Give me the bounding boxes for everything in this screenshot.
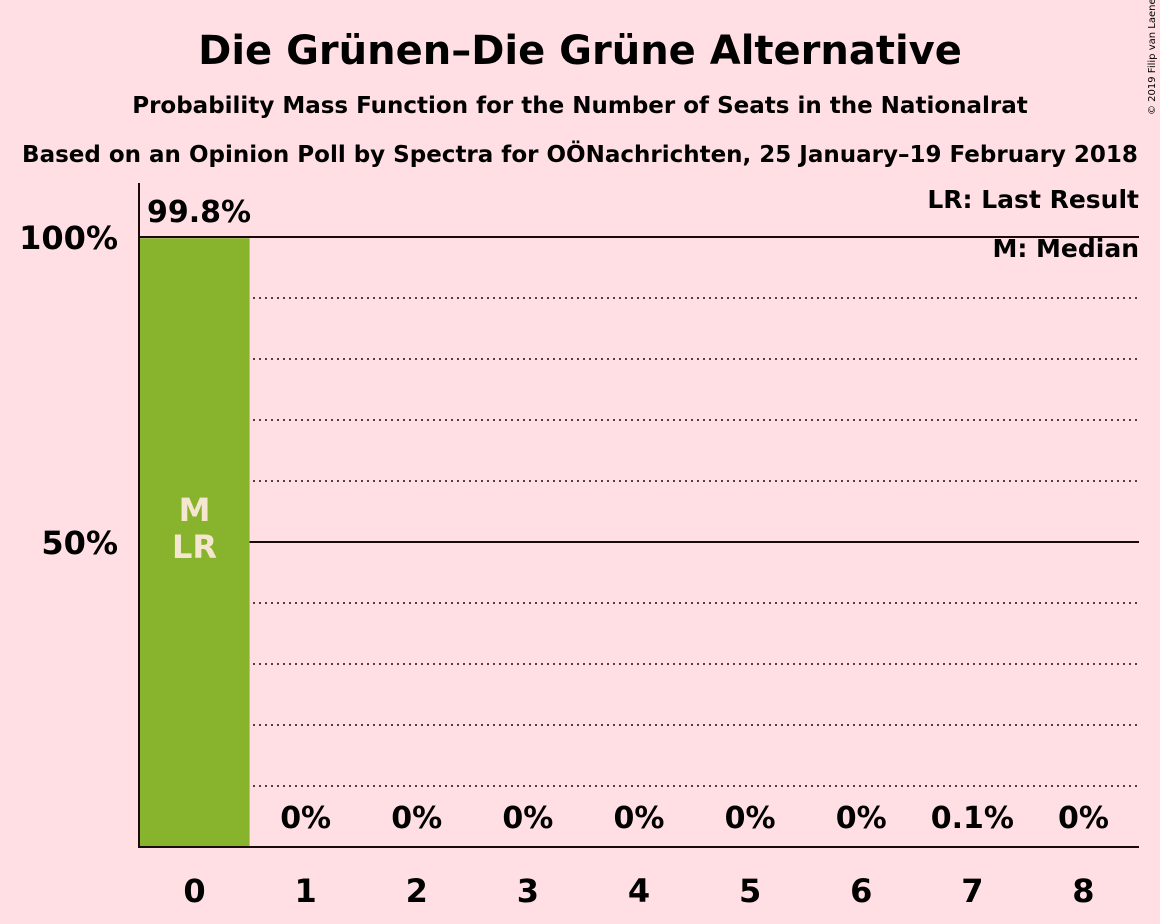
data-label-7: 0.1% xyxy=(931,801,1014,836)
bar-0 xyxy=(139,238,250,848)
gridlines xyxy=(139,236,1139,787)
x-tick-0: 0 xyxy=(183,872,205,910)
x-tick-3: 3 xyxy=(517,872,539,910)
data-label-6: 0% xyxy=(836,801,887,836)
x-tick-6: 6 xyxy=(850,872,872,910)
median-marker: M xyxy=(179,491,211,529)
chart-source: Based on an Opinion Poll by Spectra for … xyxy=(22,140,1138,168)
legend-median: M: Median xyxy=(992,234,1139,263)
data-label-3: 0% xyxy=(502,801,553,836)
data-label-5: 0% xyxy=(725,801,776,836)
x-tick-4: 4 xyxy=(628,872,650,910)
chart-title: Die Grünen–Die Grüne Alternative xyxy=(198,28,962,74)
x-tick-2: 2 xyxy=(406,872,428,910)
last-result-marker: LR xyxy=(172,528,217,566)
bars xyxy=(139,238,1028,848)
data-label-2: 0% xyxy=(391,801,442,836)
bar-markers: MLR xyxy=(172,491,217,566)
chart-subtitle: Probability Mass Function for the Number… xyxy=(132,93,1028,119)
copyright-note: © 2019 Filip van Laenen xyxy=(1147,0,1158,115)
data-label-0: 99.8% xyxy=(147,195,251,230)
data-label-8: 0% xyxy=(1058,801,1109,836)
x-tick-8: 8 xyxy=(1072,872,1094,910)
legend-last-result: LR: Last Result xyxy=(927,185,1139,214)
y-tick-50: 50% xyxy=(41,524,118,562)
y-axis-ticks: 50% 100% xyxy=(19,219,118,562)
x-axis-ticks: 0 1 2 3 4 5 6 7 8 xyxy=(183,872,1094,910)
data-label-1: 0% xyxy=(280,801,331,836)
x-tick-1: 1 xyxy=(295,872,317,910)
y-tick-100: 100% xyxy=(19,219,118,257)
x-tick-5: 5 xyxy=(739,872,761,910)
data-labels: 99.8% 0% 0% 0% 0% 0% 0% 0.1% 0% xyxy=(147,195,1109,836)
data-label-4: 0% xyxy=(614,801,665,836)
x-tick-7: 7 xyxy=(961,872,983,910)
